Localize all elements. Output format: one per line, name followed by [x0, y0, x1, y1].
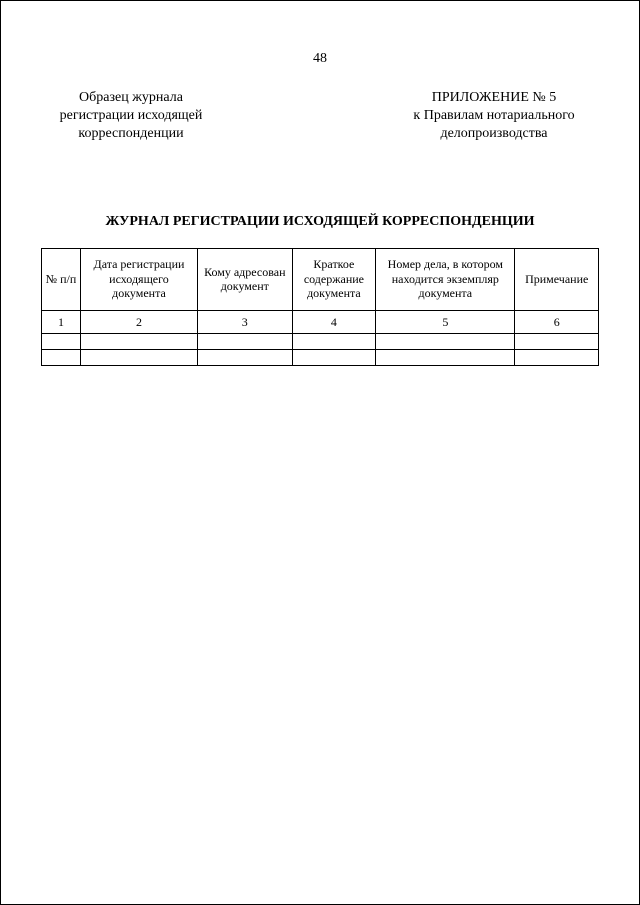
empty-cell: [515, 333, 599, 349]
num-cell-5: 5: [376, 310, 515, 333]
document-title: ЖУРНАЛ РЕГИСТРАЦИИ ИСХОДЯЩЕЙ КОРРЕСПОНДЕ…: [41, 214, 599, 230]
num-cell-4: 4: [292, 310, 376, 333]
col-header-2: Дата регистрации исходящего документа: [80, 248, 197, 310]
header-row: Образец журнала регистрации исходящей ко…: [41, 89, 599, 144]
empty-cell: [292, 333, 376, 349]
empty-cell: [42, 333, 81, 349]
empty-cell: [292, 349, 376, 365]
table-empty-row: [42, 333, 599, 349]
table-body: 1 2 3 4 5 6: [42, 310, 599, 365]
col-header-3: Кому адресован документ: [197, 248, 292, 310]
header-left-line1: Образец журнала: [41, 89, 221, 107]
empty-cell: [80, 333, 197, 349]
num-cell-2: 2: [80, 310, 197, 333]
empty-cell: [197, 333, 292, 349]
header-right-line2: к Правилам нотариального: [389, 107, 599, 125]
header-left-line3: корреспонденции: [41, 125, 221, 143]
registration-table: № п/п Дата регистрации исходящего докуме…: [41, 248, 599, 366]
header-right-line1: ПРИЛОЖЕНИЕ № 5: [389, 89, 599, 107]
empty-cell: [80, 349, 197, 365]
col-header-5: Номер дела, в котором находится экземпля…: [376, 248, 515, 310]
empty-cell: [42, 349, 81, 365]
header-left: Образец журнала регистрации исходящей ко…: [41, 89, 221, 144]
table-number-row: 1 2 3 4 5 6: [42, 310, 599, 333]
header-left-line2: регистрации исходящей: [41, 107, 221, 125]
col-header-6: Примечание: [515, 248, 599, 310]
header-right-line3: делопроизводства: [389, 125, 599, 143]
col-header-4: Краткое содержание документа: [292, 248, 376, 310]
num-cell-1: 1: [42, 310, 81, 333]
page-number: 48: [41, 51, 599, 67]
empty-cell: [515, 349, 599, 365]
page: 48 Образец журнала регистрации исходящей…: [0, 0, 640, 905]
num-cell-3: 3: [197, 310, 292, 333]
col-header-1: № п/п: [42, 248, 81, 310]
num-cell-6: 6: [515, 310, 599, 333]
header-right: ПРИЛОЖЕНИЕ № 5 к Правилам нотариального …: [389, 89, 599, 144]
table-header-row: № п/п Дата регистрации исходящего докуме…: [42, 248, 599, 310]
empty-cell: [376, 333, 515, 349]
table-empty-row: [42, 349, 599, 365]
empty-cell: [197, 349, 292, 365]
empty-cell: [376, 349, 515, 365]
